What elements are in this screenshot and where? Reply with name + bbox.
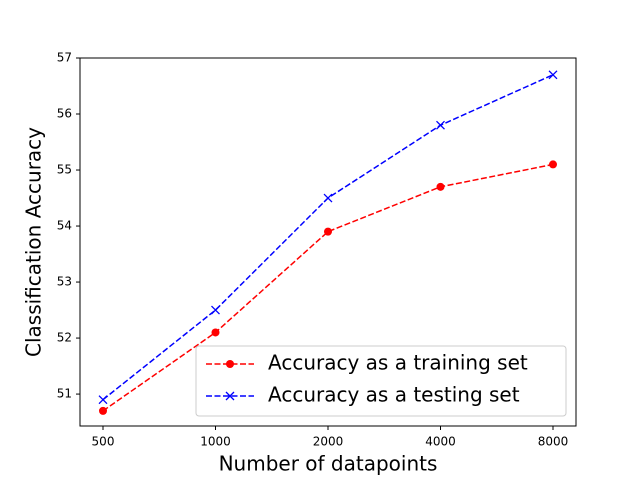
y-tick-label: 52 (57, 331, 72, 345)
legend-label: Accuracy as a training set (268, 351, 528, 375)
legend: Accuracy as a training set Accuracy as a … (195, 345, 567, 417)
point (99, 406, 107, 415)
point (436, 182, 445, 191)
point (324, 227, 332, 236)
point (549, 160, 557, 169)
x-tick-label: 500 (92, 435, 115, 449)
y-tick-label: 57 (57, 51, 72, 65)
y-tick-label: 53 (57, 275, 72, 289)
point (98, 395, 108, 405)
y-tick-label: 55 (57, 163, 72, 177)
legend-marker (225, 391, 235, 401)
y-tick-label: 54 (57, 219, 72, 233)
point (211, 328, 220, 337)
y-axis-label: Classification Accuracy (22, 127, 46, 357)
x-tick-label: 8000 (538, 435, 569, 449)
point (211, 305, 220, 315)
point (436, 120, 445, 130)
point (323, 193, 333, 203)
legend-marker (226, 360, 234, 368)
point (548, 70, 558, 80)
y-tick-label: 51 (57, 387, 72, 401)
series-line (102, 163, 554, 412)
legend-label: Accuracy as a testing set (268, 383, 520, 407)
legend-box (195, 345, 567, 417)
x-tick-label: 1000 (200, 435, 231, 449)
x-axis-label: Number of datapoints (219, 452, 438, 476)
y-tick-label: 56 (57, 107, 72, 121)
x-tick-label: 2000 (313, 435, 344, 449)
x-tick-label: 4000 (425, 435, 456, 449)
